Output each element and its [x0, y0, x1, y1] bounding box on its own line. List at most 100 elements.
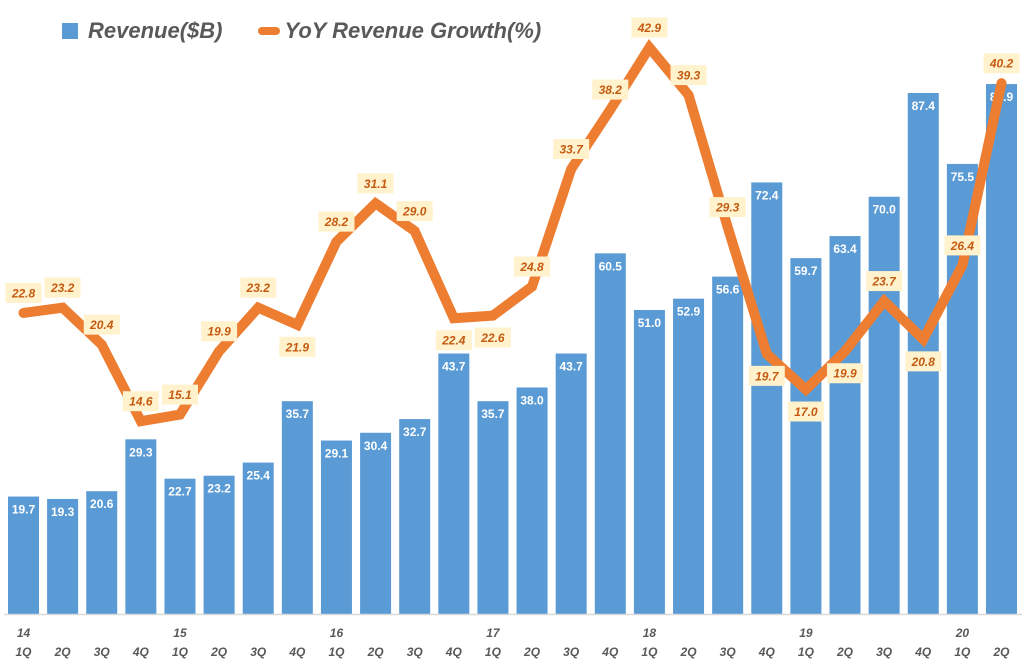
x-tick-quarter: 4Q — [601, 645, 619, 659]
revenue-bar — [790, 258, 822, 614]
revenue-bar — [438, 353, 470, 614]
x-tick-quarter: 3Q — [407, 645, 424, 659]
growth-data-label: 23.2 — [240, 277, 277, 298]
revenue-bar-label: 29.3 — [129, 445, 153, 459]
growth-label-bg — [866, 271, 903, 292]
growth-data-label: 22.4 — [435, 330, 472, 351]
growth-label-bg — [122, 391, 159, 412]
growth-label-text: 22.4 — [441, 334, 466, 348]
growth-data-label: 29.0 — [396, 201, 433, 222]
growth-data-label: 22.6 — [474, 327, 511, 348]
x-tick-quarter: 2Q — [210, 645, 228, 659]
growth-label-bg — [827, 363, 864, 384]
growth-data-label: 28.2 — [318, 211, 355, 232]
growth-data-label: 40.2 — [983, 53, 1020, 74]
growth-label-bg — [709, 197, 746, 218]
revenue-bar-label: 35.7 — [481, 407, 505, 421]
growth-label-text: 21.9 — [285, 340, 310, 354]
growth-data-label: 42.9 — [631, 17, 668, 38]
x-tick-quarter: 1Q — [798, 645, 815, 659]
revenue-bar-label: 59.7 — [794, 264, 818, 278]
growth-data-label: 21.9 — [279, 336, 316, 357]
revenue-bar — [320, 440, 352, 614]
growth-label-bg — [318, 211, 355, 232]
growth-data-label: 24.8 — [514, 256, 551, 277]
growth-data-label: 26.4 — [944, 235, 981, 256]
revenue-bar — [633, 309, 665, 614]
growth-label-text: 22.8 — [11, 286, 36, 300]
revenue-bar — [86, 491, 118, 614]
x-tick-quarter: 4Q — [132, 645, 150, 659]
x-axis-ticks: 1Q 14 2Q 3Q 4Q 1Q 15 2Q 3Q 4Q 1Q 16 2Q 3Q 4Q 1Q 17 2Q 3Q 4Q… — [15, 626, 1010, 659]
growth-data-label: 33.7 — [553, 139, 590, 160]
growth-data-label: 19.9 — [827, 363, 864, 384]
growth-data-label: 23.2 — [44, 277, 81, 298]
x-tick-quarter: 1Q — [328, 645, 345, 659]
revenue-bar-label: 30.4 — [364, 439, 388, 453]
legend-item-revenue: Revenue($B) — [62, 18, 222, 44]
line-labels: 22.8 23.2 20.4 14.6 15.1 19.9 23.2 21.9 28.2 31.1… — [5, 17, 1020, 422]
growth-label-text: 40.2 — [989, 57, 1014, 71]
growth-label-bg — [787, 401, 824, 422]
growth-data-label: 23.7 — [866, 271, 903, 292]
revenue-bar — [164, 478, 196, 614]
revenue-bar-label: 22.7 — [168, 485, 192, 499]
growth-label-text: 39.3 — [677, 69, 701, 83]
revenue-bar-label: 19.7 — [12, 503, 36, 517]
growth-label-text: 23.2 — [246, 281, 271, 295]
revenue-bar-label: 25.4 — [247, 469, 271, 483]
revenue-bar-label: 87.4 — [912, 99, 936, 113]
growth-label-bg — [670, 65, 707, 86]
chart-legend: Revenue($B) YoY Revenue Growth(%) — [62, 18, 577, 44]
revenue-bar-label: 52.9 — [677, 305, 701, 319]
revenue-bar-label: 19.3 — [51, 505, 75, 519]
growth-label-bg — [161, 384, 198, 405]
growth-data-label: 19.7 — [748, 365, 785, 386]
x-tick-quarter: 3Q — [94, 645, 111, 659]
x-tick-quarter: 3Q — [250, 645, 267, 659]
legend-label-revenue: Revenue($B) — [88, 18, 223, 43]
growth-label-text: 23.2 — [50, 281, 75, 295]
x-tick-quarter: 1Q — [15, 645, 32, 659]
growth-label-text: 23.7 — [871, 275, 897, 289]
x-tick-quarter: 1Q — [485, 645, 502, 659]
revenue-bar-label: 38.0 — [520, 393, 544, 407]
revenue-bar-label: 20.6 — [90, 497, 114, 511]
x-tick-year: 18 — [643, 626, 657, 640]
growth-label-bg — [201, 321, 238, 342]
revenue-bar — [829, 236, 861, 614]
revenue-bar — [477, 401, 509, 614]
growth-data-label: 39.3 — [670, 65, 707, 86]
growth-label-bg — [396, 201, 433, 222]
growth-label-text: 24.8 — [519, 260, 544, 274]
revenue-bar-label: 51.0 — [638, 316, 662, 330]
growth-label-text: 20.8 — [911, 355, 936, 369]
growth-label-text: 33.7 — [560, 143, 585, 157]
growth-label-bg — [905, 351, 942, 372]
growth-label-text: 19.9 — [207, 325, 231, 339]
legend-item-growth: YoY Revenue Growth(%) — [258, 18, 541, 44]
revenue-bar-label: 29.1 — [325, 447, 349, 461]
growth-label-text: 17.0 — [794, 405, 818, 419]
growth-label-bg — [357, 173, 394, 194]
growth-label-text: 29.0 — [402, 205, 427, 219]
revenue-bar-label: 72.4 — [755, 188, 779, 202]
growth-label-bg — [83, 314, 120, 335]
x-tick-quarter: 4Q — [914, 645, 932, 659]
revenue-bar — [555, 353, 587, 614]
revenue-bar-label: 75.5 — [951, 170, 975, 184]
x-tick-quarter: 4Q — [758, 645, 776, 659]
x-tick-year: 17 — [486, 626, 501, 640]
revenue-bar-label: 43.7 — [560, 359, 584, 373]
revenue-bar — [712, 276, 744, 614]
revenue-bar — [399, 419, 431, 614]
growth-label-bg — [592, 79, 629, 100]
x-tick-quarter: 1Q — [641, 645, 658, 659]
growth-data-label: 19.9 — [201, 321, 238, 342]
revenue-bar — [868, 196, 900, 614]
x-tick-year: 15 — [173, 626, 187, 640]
growth-data-label: 31.1 — [357, 173, 394, 194]
growth-label-text: 15.1 — [168, 388, 192, 402]
growth-label-bg — [983, 53, 1020, 74]
